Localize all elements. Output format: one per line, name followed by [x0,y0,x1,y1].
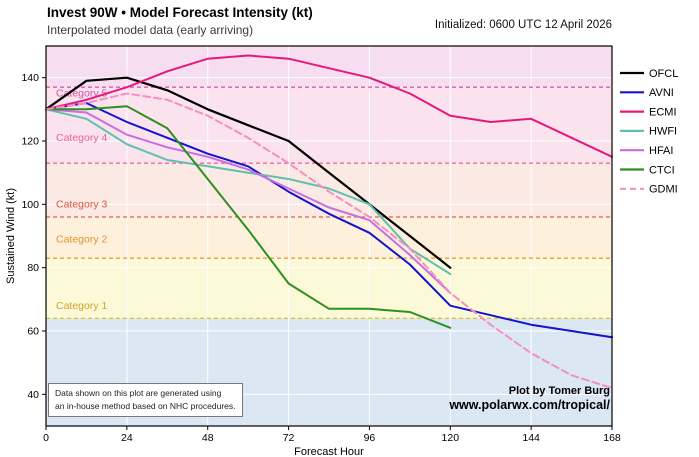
y-tick-label: 40 [27,389,39,401]
legend-label-gdmi: GDMI [649,184,678,196]
y-tick-label: 100 [21,199,39,211]
y-tick-label: 80 [27,262,39,274]
y-tick-label: 60 [27,326,39,338]
x-tick-label: 48 [202,432,214,444]
x-tick-label: 72 [283,432,295,444]
legend-label-ofcl: OFCL [649,68,678,80]
note-line-2: an in-house method based on NHC procedur… [55,401,236,412]
title-block: Invest 90W • Model Forecast Intensity (k… [47,5,313,37]
category-label: Category 2 [56,233,108,245]
x-tick-label: 24 [121,432,133,444]
chart-area: Category 5 Category 4 Category 3 Category 2… [0,40,699,457]
legend-label-hfai: HFAI [649,145,673,157]
plot-frame [45,45,613,427]
legend-label-avni: AVNI [649,87,674,99]
series-line-ofcl [44,76,452,269]
band-category-3 [46,163,612,217]
category-label: Category 4 [56,132,108,144]
chart-title: Invest 90W • Model Forecast Intensity (k… [47,5,313,20]
chart-subtitle: Interpolated model data (early arriving) [47,22,254,37]
x-axis-label: Forecast Hour [294,446,364,457]
band-category-2 [46,217,612,259]
series-line-gdmi [45,92,613,389]
nhc-note-box: Data shown on this plot are generated us… [48,383,243,418]
category-label: Category 3 [56,199,108,211]
credit-block: Plot by Tomer Burg www.polarwx.com/tropi… [449,385,610,412]
x-tick-label: 144 [522,432,540,444]
credit-author: Plot by Tomer Burg [508,385,610,397]
initialization-time: Initialized: 0600 UTC 12 April 2026 [434,19,612,31]
series-line-hfai [45,108,452,294]
y-axis-label: Sustained Wind (kt) [5,188,17,284]
band-category-4 [46,87,612,164]
chart-header: Invest 90W • Model Forecast Intensity (k… [0,0,699,40]
y-tick-label: 140 [21,72,39,84]
series-line-ctci [45,105,452,329]
y-tick-label: 120 [21,136,39,148]
series-line-hwfi [45,108,452,275]
x-tick-label: 96 [364,432,376,444]
series-line-ecmi [45,54,613,158]
x-tick-label: 0 [43,432,49,444]
x-tick-label: 168 [603,432,621,444]
band-category-5 [46,46,612,88]
legend-label-hwfi: HWFI [649,126,677,138]
note-line-1: Data shown on this plot are generated us… [55,388,222,398]
legend-label-ecmi: ECMI [649,106,677,118]
category-label: Category 1 [56,300,108,312]
series-line-avni [45,102,613,339]
legend-label-ctci: CTCI [649,164,675,176]
credit-url: www.polarwx.com/tropical/ [449,398,610,412]
x-tick-label: 120 [442,432,460,444]
